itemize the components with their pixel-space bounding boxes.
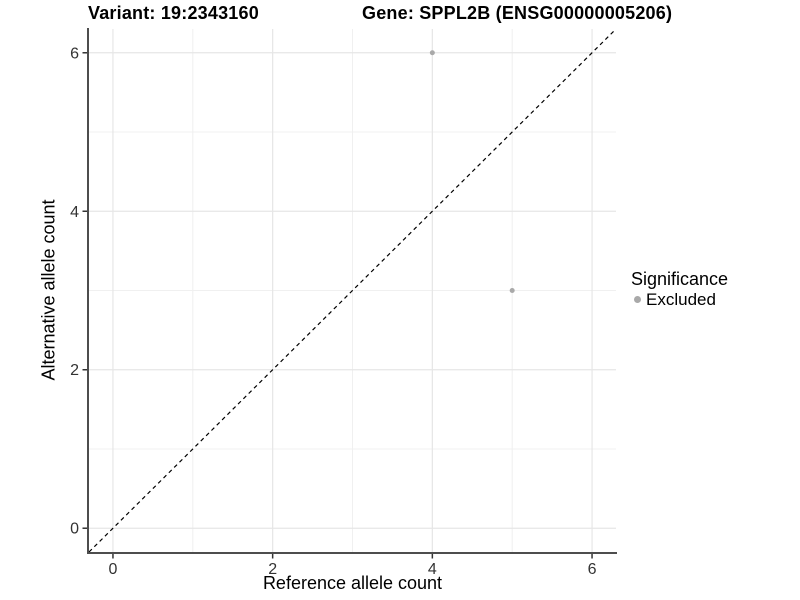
legend-item-label: Excluded [646,290,716,309]
legend-key-dot-icon [634,296,641,303]
y-tick-label: 0 [70,521,79,538]
x-tick-label: 0 [109,561,118,578]
x-axis-title: Reference allele count [262,573,443,593]
legend-item-excluded: Excluded [631,290,728,309]
data-point [429,50,435,56]
y-tick-label: 6 [70,45,79,62]
y-tick-label: 4 [70,204,79,221]
x-tick-label: 6 [588,561,597,578]
identity-line [88,28,617,553]
y-tick-label: 2 [70,362,79,379]
y-axis-title: Alternative allele count [38,199,59,381]
plot-title-gene: Gene: SPPL2B (ENSG00000005206) [362,3,673,23]
data-point [509,288,515,293]
legend-title: Significance [631,269,729,289]
x-tick-label: 4 [428,561,437,578]
x-tick-label: 2 [268,561,277,578]
legend: Significance Excluded [631,269,728,309]
plot-title-variant: Variant: 19:2343160 [88,3,259,23]
